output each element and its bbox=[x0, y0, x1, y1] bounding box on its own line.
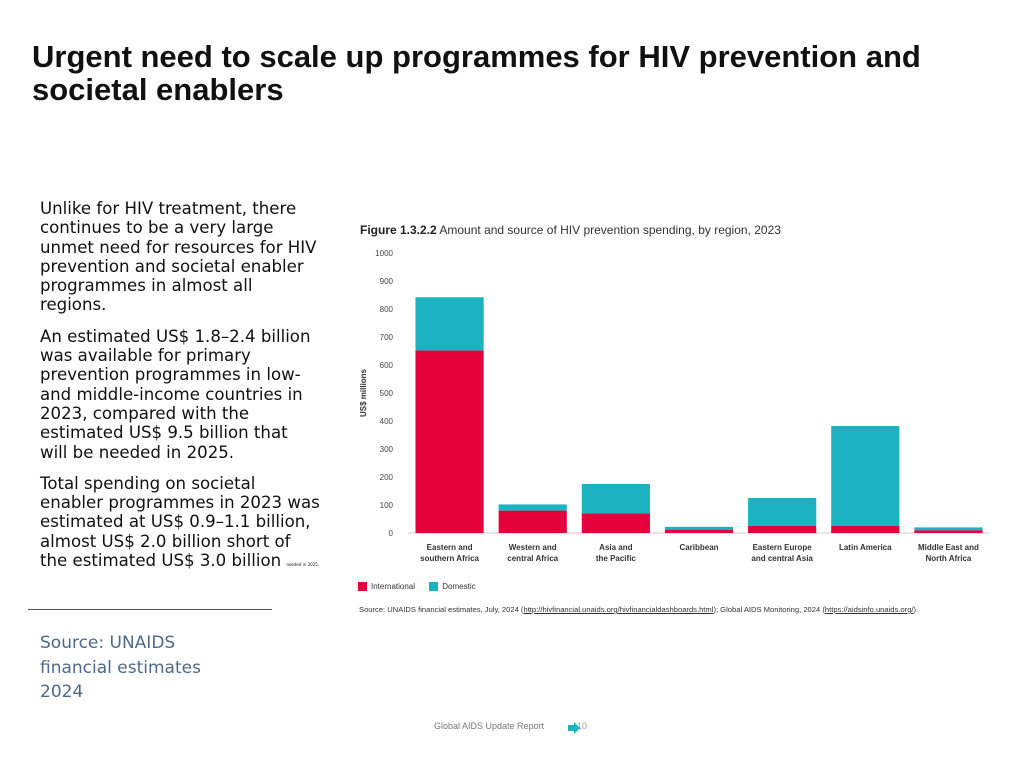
y-tick-label-1000: 1000 bbox=[375, 249, 393, 258]
bar-international-3 bbox=[664, 529, 734, 533]
divider-line bbox=[28, 609, 272, 610]
slide-title: Urgent need to scale up programmes for H… bbox=[32, 39, 921, 107]
x-tick-label-6-0: Middle East and bbox=[918, 543, 979, 552]
x-tick-label-4-1: and central Asia bbox=[751, 554, 813, 563]
source-note: Source: UNAIDS financial estimates 2024 bbox=[40, 633, 201, 702]
bar-international-1 bbox=[498, 510, 567, 533]
legend-swatch-domestic bbox=[429, 582, 439, 591]
y-tick-label-0: 0 bbox=[389, 529, 394, 538]
aidsinfo-link[interactable]: https://aidsinfo.unaids.org/ bbox=[824, 605, 914, 614]
hiv-financial-link[interactable]: http://hivfinancial.unaids.org/hivfinanc… bbox=[523, 605, 714, 614]
y-tick-label-800: 800 bbox=[380, 305, 394, 314]
paragraph-societal-enablers: Total spending on societal enabler progr… bbox=[40, 474, 320, 570]
figure-source-prefix: Source: UNAIDS financial estimates, July… bbox=[359, 605, 524, 614]
figure-source: Source: UNAIDS financial estimates, July… bbox=[359, 605, 1019, 614]
y-tick-label-100: 100 bbox=[380, 501, 394, 510]
x-tick-label-0-0: Eastern and bbox=[427, 543, 473, 552]
small-note: needed in 2025. bbox=[286, 562, 320, 568]
bar-domestic-1 bbox=[498, 504, 567, 511]
figure-title: Figure 1.3.2.2 Amount and source of HIV … bbox=[360, 223, 1000, 237]
y-tick-label-300: 300 bbox=[380, 445, 394, 454]
footer-report-title: Global AIDS Update Report bbox=[434, 721, 545, 731]
x-tick-label-1-0: Western and bbox=[509, 543, 557, 552]
x-tick-label-4-0: Eastern Europe bbox=[753, 543, 813, 552]
legend-item-domestic: Domestic bbox=[429, 582, 476, 591]
y-tick-label-900: 900 bbox=[380, 277, 394, 286]
paragraph-prevention-funding: An estimated US$ 1.8–2.4 billion was ava… bbox=[40, 326, 311, 462]
bar-domestic-0 bbox=[415, 297, 484, 351]
figure-label: Figure 1.3.2.2 bbox=[360, 223, 437, 237]
bar-domestic-6 bbox=[914, 527, 983, 531]
x-tick-label-0-1: southern Africa bbox=[420, 554, 479, 563]
hiv-prevention-spending-chart: 0 100 200 300 400 500 600 700 800 900 1000 US$ mill… bbox=[359, 249, 990, 563]
legend-item-international: International bbox=[358, 582, 415, 591]
figure-caption: Amount and source of HIV prevention spen… bbox=[439, 223, 781, 237]
bar-international-4 bbox=[748, 526, 817, 533]
bar-domestic-3 bbox=[664, 526, 734, 530]
x-tick-label-3-0: Caribbean bbox=[679, 543, 718, 552]
bar-domestic-4 bbox=[748, 498, 817, 526]
x-tick-label-5-0: Latin America bbox=[839, 543, 892, 552]
bar-domestic-2 bbox=[581, 484, 650, 514]
legend-label-international: International bbox=[371, 582, 416, 591]
x-tick-label-6-1: North Africa bbox=[925, 554, 971, 563]
x-tick-label-2-1: the Pacific bbox=[596, 554, 637, 563]
page-number: 10 bbox=[577, 721, 588, 731]
y-tick-label-500: 500 bbox=[380, 389, 394, 398]
bar-international-0 bbox=[415, 350, 484, 533]
paragraph-societal-enablers-text: Total spending on societal enabler progr… bbox=[40, 473, 320, 571]
bar-international-5 bbox=[831, 526, 900, 533]
bar-domestic-5 bbox=[831, 426, 900, 526]
y-axis-label: US$ millions bbox=[359, 368, 368, 417]
x-tick-label-1-1: central Africa bbox=[507, 554, 558, 563]
body-text: Unlike for HIV treatment, there continue… bbox=[40, 199, 320, 570]
legend-swatch-international bbox=[358, 582, 367, 591]
figure-source-mid: ); Global AIDS Monitoring, 2024 ( bbox=[713, 605, 825, 614]
chart-legend: International Domestic bbox=[358, 582, 488, 593]
arrow-right-icon[interactable] bbox=[567, 721, 581, 735]
x-tick-label-2-0: Asia and bbox=[599, 543, 632, 552]
figure-source-suffix: ). bbox=[913, 605, 919, 614]
bar-international-2 bbox=[581, 513, 650, 533]
y-tick-label-600: 600 bbox=[380, 361, 394, 370]
bar-international-6 bbox=[914, 530, 983, 533]
paragraph-treatment-need: Unlike for HIV treatment, there continue… bbox=[40, 199, 317, 315]
y-tick-label-200: 200 bbox=[380, 473, 394, 482]
legend-label-domestic: Domestic bbox=[442, 582, 476, 591]
y-tick-label-400: 400 bbox=[380, 417, 394, 426]
y-tick-label-700: 700 bbox=[380, 333, 394, 342]
